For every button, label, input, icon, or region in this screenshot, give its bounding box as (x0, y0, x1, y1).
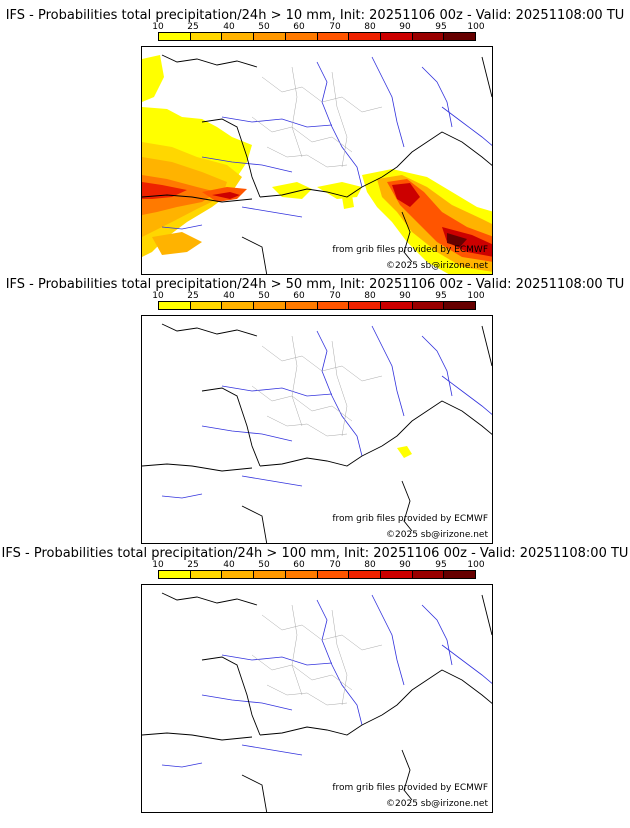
colorbar-swatch (317, 302, 350, 309)
credit-source: from grib files provided by ECMWF (332, 245, 488, 255)
colorbar-tick: 25 (187, 22, 199, 32)
map-svg (142, 592, 492, 812)
colorbar-swatch (349, 33, 381, 40)
colorbar (158, 301, 476, 310)
colorbar-swatch (159, 571, 191, 578)
admin-borders (251, 66, 383, 168)
colorbar-labels: 10 25 40 50 60 70 80 90 95 100 (152, 291, 484, 301)
colorbar-tick: 95 (435, 560, 447, 570)
colorbar-swatch (380, 302, 413, 309)
colorbar-swatch (349, 571, 381, 578)
precip-shading (397, 446, 412, 458)
colorbar-tick: 50 (258, 560, 270, 570)
colorbar-swatch (159, 302, 191, 309)
colorbar (158, 570, 476, 579)
colorbar-tick: 70 (329, 291, 341, 301)
colorbar-swatch (222, 302, 255, 309)
colorbar-tick: 25 (187, 291, 199, 301)
probability-map: from grib files provided by ECMWF ©2025 … (141, 584, 493, 813)
colorbar-swatch (412, 302, 445, 309)
colorbar-labels: 10 25 40 50 60 70 80 90 95 100 (152, 560, 484, 570)
colorbar-swatch (317, 33, 350, 40)
colorbar-tick: 70 (329, 560, 341, 570)
probability-map: from grib files provided by ECMWF ©2025 … (141, 315, 493, 544)
colorbar-tick: 70 (329, 22, 341, 32)
coastlines (142, 592, 492, 812)
colorbar-swatch (190, 33, 223, 40)
colorbar-swatch (412, 33, 445, 40)
admin-borders (251, 335, 383, 437)
colorbar-swatch (285, 571, 318, 578)
colorbar-swatch (254, 302, 286, 309)
precip-shading (142, 55, 492, 274)
colorbar-tick: 60 (293, 22, 305, 32)
colorbar-tick: 80 (364, 560, 376, 570)
panel-title: IFS - Probabilities total precipitation/… (5, 277, 625, 292)
colorbar-swatch (285, 302, 318, 309)
coastlines (142, 323, 492, 543)
colorbar-tick: 100 (467, 291, 485, 301)
colorbar-swatch (222, 33, 255, 40)
map-panel-10mm: IFS - Probabilities total precipitation/… (0, 8, 630, 276)
colorbar-tick: 100 (467, 22, 485, 32)
colorbar-tick: 50 (258, 22, 270, 32)
colorbar-swatch (380, 571, 413, 578)
colorbar-tick: 90 (399, 291, 411, 301)
colorbar-tick: 95 (435, 22, 447, 32)
colorbar-tick: 50 (258, 291, 270, 301)
colorbar-swatch (222, 571, 255, 578)
credit-source: from grib files provided by ECMWF (332, 783, 488, 793)
colorbar-tick: 10 (152, 560, 164, 570)
credit-source: from grib files provided by ECMWF (332, 514, 488, 524)
colorbar-swatch (349, 302, 381, 309)
admin-borders (251, 604, 383, 706)
colorbar-swatch (254, 33, 286, 40)
rivers (161, 56, 492, 230)
colorbar-swatch (190, 571, 223, 578)
colorbar-tick: 10 (152, 291, 164, 301)
credit-copyright: ©2025 sb@irizone.net (386, 530, 488, 540)
colorbar-tick: 90 (399, 560, 411, 570)
colorbar-swatch (412, 571, 445, 578)
colorbar-tick: 10 (152, 22, 164, 32)
credit-copyright: ©2025 sb@irizone.net (386, 261, 488, 271)
colorbar-tick: 60 (293, 560, 305, 570)
colorbar-swatch (380, 33, 413, 40)
colorbar-tick: 40 (223, 291, 235, 301)
coastlines (142, 54, 492, 274)
rivers (161, 325, 492, 499)
colorbar-swatch (444, 302, 476, 309)
colorbar-tick: 40 (223, 560, 235, 570)
colorbar-swatch (285, 33, 318, 40)
colorbar (158, 32, 476, 41)
colorbar-swatch (444, 571, 476, 578)
colorbar-tick: 60 (293, 291, 305, 301)
map-panel-100mm: IFS - Probabilities total precipitation/… (0, 546, 630, 814)
colorbar-tick: 95 (435, 291, 447, 301)
panel-title: IFS - Probabilities total precipitation/… (5, 8, 625, 23)
colorbar-tick: 100 (467, 560, 485, 570)
colorbar-tick: 25 (187, 560, 199, 570)
colorbar-swatch (159, 33, 191, 40)
colorbar-tick: 80 (364, 22, 376, 32)
colorbar-swatch (444, 33, 476, 40)
colorbar-tick: 90 (399, 22, 411, 32)
credit-copyright: ©2025 sb@irizone.net (386, 799, 488, 809)
colorbar-swatch (190, 302, 223, 309)
colorbar-swatch (317, 571, 350, 578)
rivers (161, 594, 492, 768)
map-svg (142, 323, 492, 543)
probability-map: from grib files provided by ECMWF ©2025 … (141, 46, 493, 275)
map-svg (142, 54, 492, 274)
colorbar-swatch (254, 571, 286, 578)
colorbar-labels: 10 25 40 50 60 70 80 90 95 100 (152, 22, 484, 32)
colorbar-tick: 80 (364, 291, 376, 301)
map-panel-50mm: IFS - Probabilities total precipitation/… (0, 277, 630, 545)
colorbar-tick: 40 (223, 22, 235, 32)
panel-title: IFS - Probabilities total precipitation/… (1, 546, 629, 561)
